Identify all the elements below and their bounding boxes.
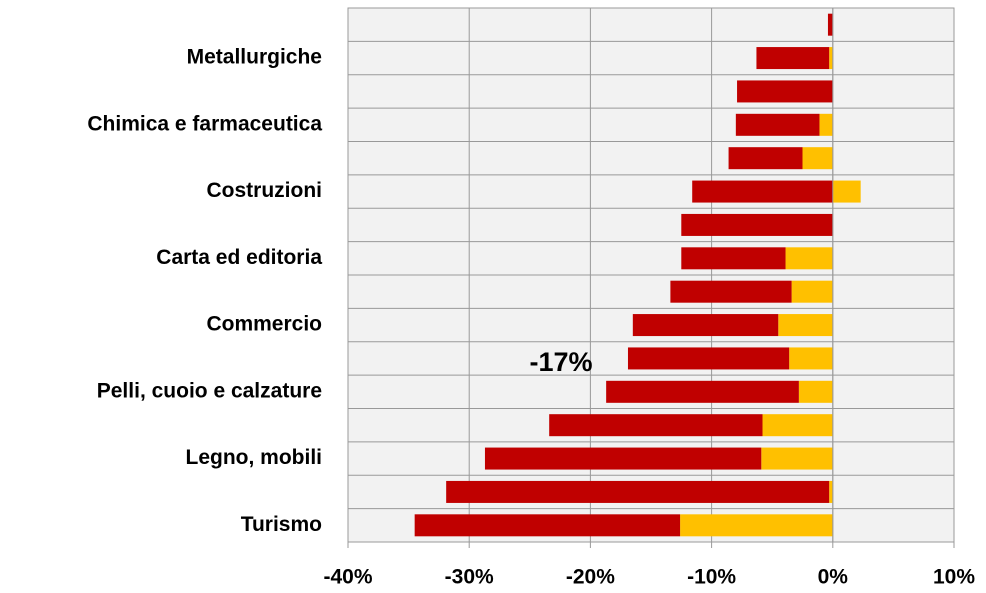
x-tick-label: -40% xyxy=(323,566,372,589)
bar-segment xyxy=(735,113,820,136)
y-tick-label: Costruzioni xyxy=(207,179,323,202)
y-tick-label: Turismo xyxy=(241,513,322,536)
bar-segment xyxy=(632,314,779,337)
bar-segment xyxy=(778,314,833,337)
bar-segment xyxy=(789,347,833,370)
bar-segment xyxy=(761,447,833,470)
bar-segment xyxy=(819,113,833,136)
bar-segment xyxy=(728,147,803,170)
y-tick-label: Carta ed editoria xyxy=(156,246,322,269)
bar-segment xyxy=(606,380,799,403)
x-tick-label: -30% xyxy=(445,566,494,589)
bar-segment xyxy=(484,447,762,470)
bar-segment xyxy=(549,414,763,437)
bar-segment xyxy=(737,80,833,103)
x-tick-label: -20% xyxy=(566,566,615,589)
x-tick-label: -10% xyxy=(687,566,736,589)
bar-segment xyxy=(802,147,833,170)
bar-segment xyxy=(680,514,833,537)
bar-segment xyxy=(829,480,833,503)
bar-segment xyxy=(756,47,830,70)
bar-segment xyxy=(762,414,833,437)
y-tick-label: Chimica e farmaceutica xyxy=(87,112,322,135)
bar-segment xyxy=(627,347,790,370)
bar-segment xyxy=(827,13,833,36)
bar-segment xyxy=(832,180,861,203)
y-tick-label: Metallurgiche xyxy=(187,46,322,69)
bar-segment xyxy=(681,213,833,236)
bar-segment xyxy=(670,280,792,303)
bar-segment xyxy=(681,247,786,270)
y-tick-label: Pelli, cuoio e calzature xyxy=(97,379,322,402)
y-tick-label: Commercio xyxy=(206,313,322,336)
bar-segment xyxy=(798,380,833,403)
bar-segment xyxy=(785,247,833,270)
annotation: -17% xyxy=(529,347,592,377)
bar-segment xyxy=(791,280,833,303)
bar-segment xyxy=(414,514,681,537)
bar-segment xyxy=(829,47,833,70)
bar-segment xyxy=(692,180,833,203)
bar-segment xyxy=(446,480,830,503)
x-tick-label: 0% xyxy=(818,566,849,589)
x-tick-label: 10% xyxy=(933,566,975,589)
y-tick-label: Legno, mobili xyxy=(186,446,323,469)
